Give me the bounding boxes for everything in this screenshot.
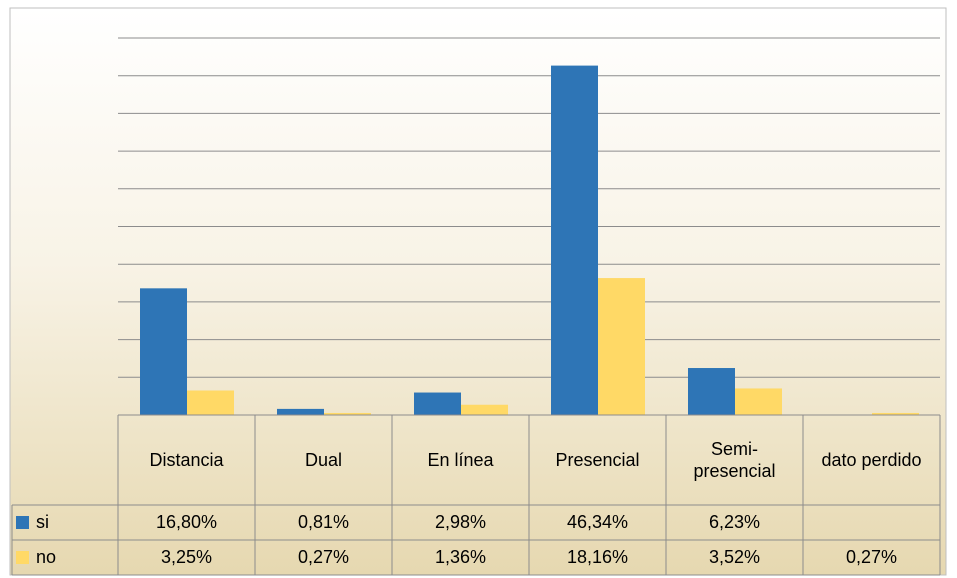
category-label-text: Presencial bbox=[555, 449, 640, 470]
bar bbox=[187, 390, 234, 415]
bar bbox=[277, 408, 324, 415]
bar bbox=[872, 412, 919, 415]
data-table-value-text: 0,81% bbox=[297, 512, 350, 533]
data-table-value: 0,27% bbox=[255, 540, 392, 575]
category-label: Presencial bbox=[529, 415, 666, 505]
data-table-value: 2,98% bbox=[392, 505, 529, 540]
bar bbox=[551, 65, 598, 415]
category-label: En línea bbox=[392, 415, 529, 505]
bar bbox=[324, 412, 371, 415]
data-table-value: 1,36% bbox=[392, 540, 529, 575]
data-table-value: 6,23% bbox=[666, 505, 803, 540]
category-label-text: Semi-presencial bbox=[693, 438, 776, 482]
legend-entry-text: si bbox=[36, 512, 49, 533]
category-label-text: Dual bbox=[304, 449, 343, 470]
data-table-value: 3,25% bbox=[118, 540, 255, 575]
data-table-value-text: 18,16% bbox=[566, 547, 629, 568]
legend-entry: no bbox=[36, 540, 106, 575]
data-table-value-text: 46,34% bbox=[566, 512, 629, 533]
bar bbox=[461, 404, 508, 415]
data-table-value-text: 0,27% bbox=[845, 547, 898, 568]
bar bbox=[598, 278, 645, 415]
data-table-value-text: 0,27% bbox=[297, 547, 350, 568]
category-label: Dual bbox=[255, 415, 392, 505]
legend-key bbox=[16, 551, 29, 564]
data-table-value: 46,34% bbox=[529, 505, 666, 540]
category-label: Distancia bbox=[118, 415, 255, 505]
table-borders bbox=[11, 414, 941, 576]
data-table-value: 0,81% bbox=[255, 505, 392, 540]
data-table-value-text: 3,25% bbox=[160, 547, 213, 568]
bar bbox=[735, 388, 782, 415]
legend-key bbox=[16, 516, 29, 529]
data-table-value: 16,80% bbox=[118, 505, 255, 540]
bar bbox=[688, 368, 735, 415]
legend-entry: si bbox=[36, 505, 106, 540]
category-label-text: En línea bbox=[427, 449, 494, 470]
data-table-value-text: 3,52% bbox=[708, 547, 761, 568]
data-table-value-text: 2,98% bbox=[434, 512, 487, 533]
category-label: dato perdido bbox=[803, 415, 940, 505]
data-table-value: 0,27% bbox=[803, 540, 940, 575]
legend-entry-text: no bbox=[36, 547, 57, 568]
data-table-value-text: 16,80% bbox=[155, 512, 218, 533]
category-label-text: dato perdido bbox=[821, 449, 922, 470]
category-label: Semi-presencial bbox=[666, 415, 803, 505]
bar bbox=[414, 392, 461, 415]
data-table-value-text: 6,23% bbox=[708, 512, 761, 533]
data-table-value-text: 1,36% bbox=[434, 547, 487, 568]
category-label-text: Distancia bbox=[149, 449, 224, 470]
data-table-value: 18,16% bbox=[529, 540, 666, 575]
data-table-value: 3,52% bbox=[666, 540, 803, 575]
bar bbox=[140, 288, 187, 415]
